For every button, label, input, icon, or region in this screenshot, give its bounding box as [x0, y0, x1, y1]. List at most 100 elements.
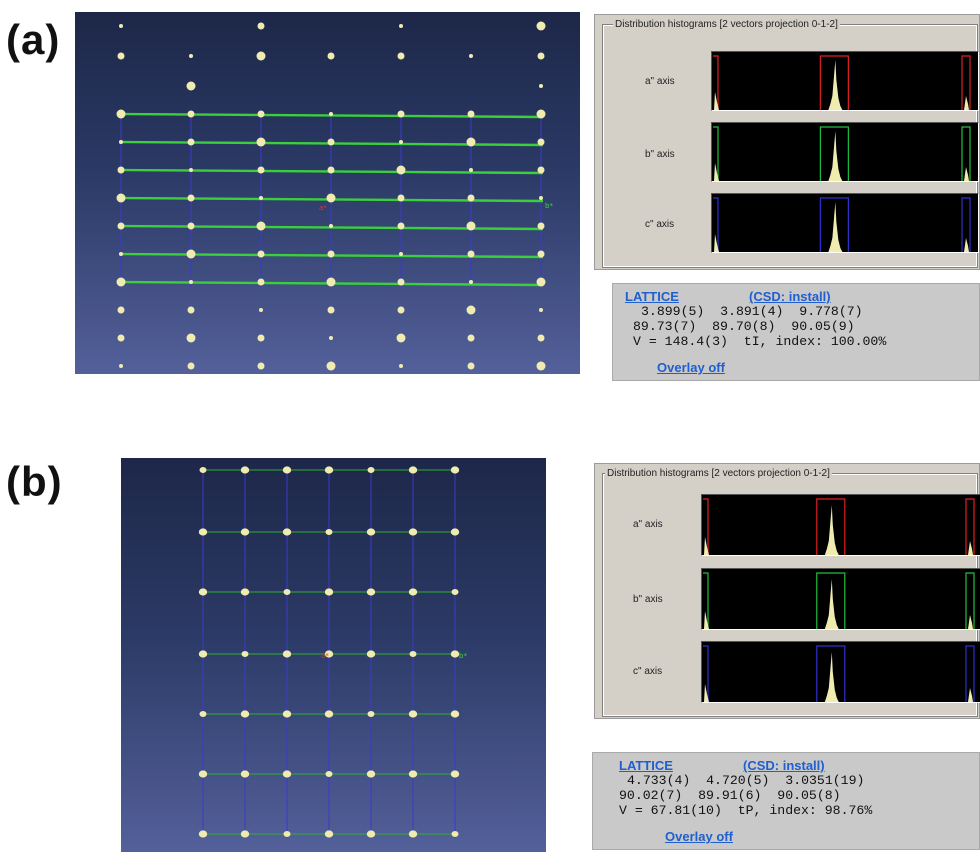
diffraction-spot — [324, 710, 334, 718]
diffraction-spot — [187, 138, 195, 146]
distribution-histograms-a: Distribution histograms [2 vectors proje… — [594, 14, 980, 270]
diffraction-spot — [257, 334, 265, 342]
histogram-window-right — [961, 197, 971, 252]
diffraction-spot — [539, 196, 543, 200]
reciprocal-lattice-viewport-a[interactable]: a* b* — [75, 12, 580, 374]
diffraction-spot — [327, 138, 335, 146]
diffraction-spot — [408, 710, 418, 718]
diffraction-spot — [186, 81, 196, 91]
diffraction-spot — [117, 306, 125, 314]
histogram-peak-right — [964, 167, 969, 181]
histogram-window-right — [961, 126, 971, 181]
histogram-peak-right — [968, 615, 973, 629]
diffraction-spot — [329, 224, 333, 228]
diffraction-spot — [397, 222, 405, 230]
diffraction-spot — [450, 466, 460, 474]
diffraction-spot — [327, 166, 335, 174]
diffraction-spot — [116, 109, 126, 119]
lattice-link-a[interactable]: LATTICE — [625, 289, 679, 304]
histogram-peak-left — [714, 234, 719, 252]
diffraction-spot — [329, 336, 333, 340]
csd-install-link-b[interactable]: (CSD: install) — [743, 758, 825, 773]
diffraction-spot — [327, 250, 335, 258]
diffraction-spot — [240, 830, 250, 838]
diffraction-spot — [399, 140, 403, 144]
diffraction-spot — [324, 830, 334, 838]
diffraction-spot — [366, 528, 376, 536]
histogram-peak-center — [828, 131, 843, 181]
histogram-peak-center — [828, 60, 843, 110]
histogram-window-right — [965, 645, 975, 702]
histogram-window-left — [713, 126, 719, 181]
diffraction-spot — [466, 137, 476, 147]
diffraction-spot — [467, 110, 475, 118]
diffraction-spot — [326, 361, 336, 371]
histogram-peak-center — [824, 579, 839, 629]
diffraction-spot — [408, 466, 418, 474]
histogram-plot-b-b — [701, 568, 980, 630]
panel-label-b: (b) — [6, 458, 63, 505]
histogram-peak-center — [828, 202, 843, 252]
diffraction-spot — [397, 110, 405, 118]
diffraction-spot — [537, 52, 545, 60]
histogram-window-left — [703, 498, 709, 555]
diffraction-spot — [466, 305, 476, 315]
diffraction-spot — [257, 278, 265, 286]
diffraction-spot — [397, 278, 405, 286]
diffraction-spot — [187, 362, 195, 370]
axis-marker-b-star: b* — [545, 202, 553, 210]
diffraction-spot — [116, 193, 126, 203]
diffraction-spot — [539, 308, 543, 312]
histogram-peak-right — [968, 541, 973, 555]
diffraction-spot — [257, 362, 265, 370]
diffraction-spot — [186, 249, 196, 259]
axis-label-a-a: a" axis — [645, 76, 675, 87]
lattice-link-b[interactable]: LATTICE — [619, 758, 673, 773]
diffraction-spot — [240, 710, 250, 718]
diffraction-spot — [282, 710, 292, 718]
diffraction-spot — [537, 138, 545, 146]
diffraction-spot — [187, 110, 195, 118]
csd-install-link-a[interactable]: (CSD: install) — [749, 289, 831, 304]
axis-marker-a-star: a* — [319, 204, 327, 212]
reciprocal-lattice-viewport-b[interactable]: a* b* — [121, 458, 546, 852]
lattice-volume-b: V = 67.81(10) tP, index: 98.76% — [619, 803, 873, 818]
diffraction-spot — [189, 168, 193, 172]
diffraction-spot — [537, 334, 545, 342]
diffraction-spot — [409, 651, 417, 657]
diffraction-spot — [325, 529, 333, 535]
diffraction-spot — [198, 528, 208, 536]
diffraction-spot — [257, 166, 265, 174]
diffraction-spot — [537, 222, 545, 230]
lattice-info-a: LATTICE (CSD: install) 3.899(5) 3.891(4)… — [612, 283, 980, 381]
distribution-histograms-b: Distribution histograms [2 vectors proje… — [594, 463, 980, 719]
overlay-off-link-b[interactable]: Overlay off — [665, 829, 733, 844]
histogram-window-left — [703, 572, 709, 629]
histogram-window-center — [819, 126, 849, 181]
histogram-window-right — [961, 55, 971, 110]
lattice-info-b: LATTICE (CSD: install) 4.733(4) 4.720(5)… — [592, 752, 980, 850]
histogram-title-b: Distribution histograms [2 vectors proje… — [605, 468, 832, 479]
diffraction-spot — [397, 52, 405, 60]
diffraction-spot — [241, 651, 249, 657]
diffraction-spot — [408, 588, 418, 596]
histogram-plot-a-b — [711, 122, 979, 182]
diffraction-spot — [467, 250, 475, 258]
diffraction-spot — [282, 650, 292, 658]
overlay-off-link-a[interactable]: Overlay off — [657, 360, 725, 375]
diffraction-spot — [326, 193, 336, 203]
diffraction-spot — [450, 710, 460, 718]
diffraction-spot — [327, 306, 335, 314]
lattice-overlay-a — [116, 21, 546, 371]
lattice-volume-a: V = 148.4(3) tI, index: 100.00% — [633, 334, 887, 349]
diffraction-spot — [117, 334, 125, 342]
diffraction-spot — [396, 165, 406, 175]
lattice-overlay-b — [198, 466, 460, 838]
histogram-window-left — [713, 197, 719, 252]
diffraction-spot — [469, 54, 473, 58]
diffraction-spot — [399, 252, 403, 256]
diffraction-spot — [187, 222, 195, 230]
diffraction-spot — [469, 280, 473, 284]
diffraction-spot — [187, 306, 195, 314]
diffraction-spot — [396, 333, 406, 343]
